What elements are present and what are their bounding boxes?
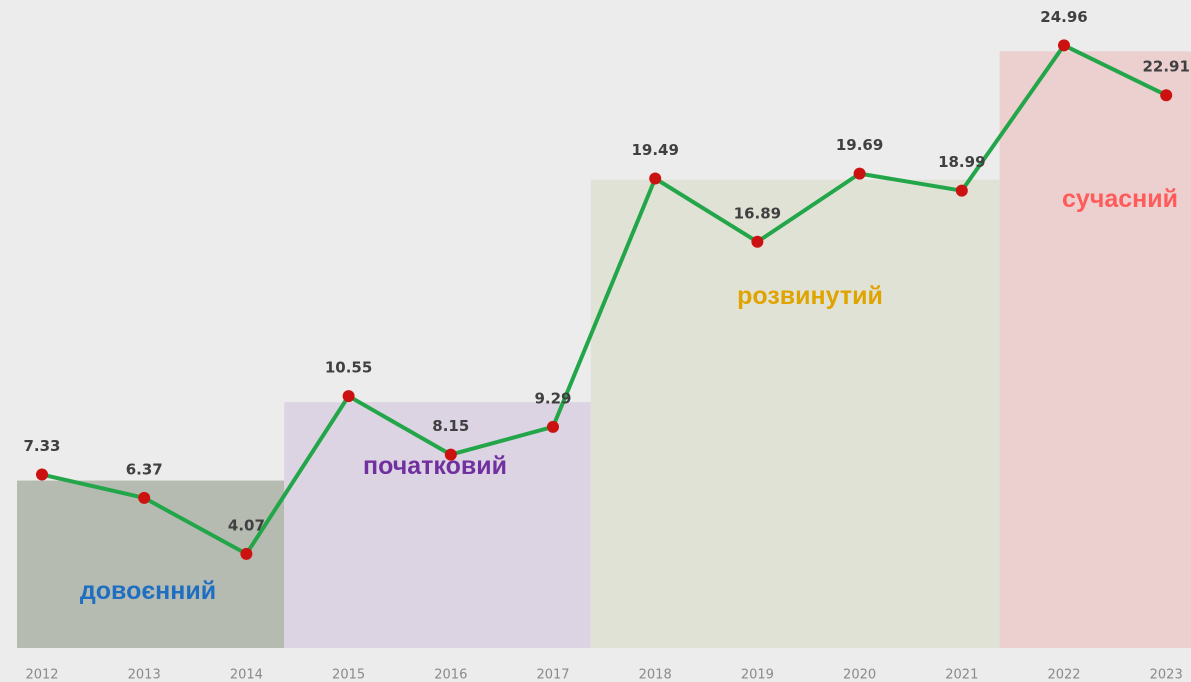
data-label: 24.96 [1040, 8, 1087, 26]
x-tick-label: 2021 [945, 668, 978, 682]
x-tick-label: 2018 [639, 668, 672, 682]
x-tick-label: 2016 [434, 668, 467, 682]
x-tick-label: 2014 [230, 668, 263, 682]
period-region [17, 480, 285, 648]
x-tick-label: 2023 [1150, 668, 1183, 682]
data-label: 7.33 [23, 437, 60, 455]
point [1160, 89, 1173, 102]
point [36, 468, 48, 481]
period-region [999, 51, 1191, 648]
period-region [590, 179, 1000, 648]
point [138, 491, 151, 504]
period-label: розвинутий [737, 282, 883, 310]
point [853, 167, 866, 180]
x-tick-label: 2015 [332, 668, 365, 682]
x-tick-label: 2013 [128, 668, 161, 682]
x-tick-label: 2020 [843, 668, 876, 682]
period-region [284, 402, 591, 648]
period-label: сучасний [1062, 185, 1178, 213]
data-label: 18.99 [938, 153, 985, 171]
data-label: 6.37 [126, 460, 163, 478]
data-label: 4.07 [228, 516, 265, 534]
x-tick-label: 2019 [741, 668, 774, 682]
x-tick-label: 2022 [1047, 668, 1080, 682]
point [751, 235, 764, 248]
data-label: 22.91 [1142, 58, 1189, 76]
data-label: 10.55 [325, 359, 372, 377]
point [240, 547, 253, 560]
data-label: 16.89 [734, 204, 781, 222]
x-tick-label: 2012 [25, 668, 58, 682]
point [444, 448, 457, 461]
data-label: 19.49 [631, 141, 678, 159]
point [1058, 39, 1070, 52]
point [649, 172, 662, 185]
data-label: 8.15 [432, 417, 469, 435]
point [547, 420, 559, 433]
data-label: 9.29 [534, 389, 571, 407]
data-label: 19.69 [836, 136, 883, 154]
point [342, 390, 355, 403]
period-label: довоєнний [79, 577, 217, 605]
line [41, 43, 1168, 556]
x-tick-label: 2017 [536, 668, 569, 682]
period-label: початковий [363, 452, 507, 480]
point [955, 184, 968, 197]
